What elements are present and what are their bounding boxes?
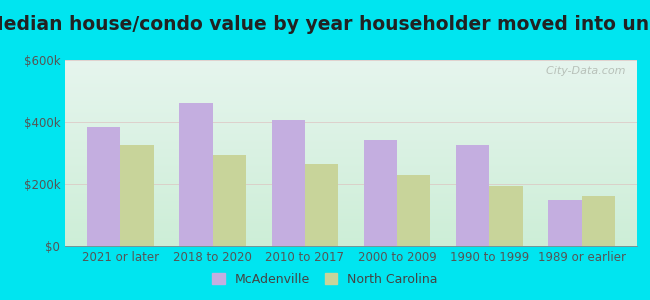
Bar bbox=[582, 196, 615, 246]
Legend: McAdenville, North Carolina: McAdenville, North Carolina bbox=[207, 268, 443, 291]
Bar bbox=[179, 103, 213, 246]
Text: City-Data.com: City-Data.com bbox=[539, 66, 625, 76]
Bar bbox=[549, 200, 582, 246]
Text: Median house/condo value by year householder moved into unit: Median house/condo value by year househo… bbox=[0, 15, 650, 34]
Bar bbox=[213, 154, 246, 246]
Bar bbox=[272, 120, 305, 246]
Bar bbox=[397, 175, 430, 246]
Bar bbox=[456, 145, 489, 246]
Bar bbox=[489, 185, 523, 246]
Bar bbox=[305, 164, 338, 246]
Bar bbox=[120, 145, 153, 246]
Bar bbox=[364, 140, 397, 246]
Bar bbox=[87, 127, 120, 246]
